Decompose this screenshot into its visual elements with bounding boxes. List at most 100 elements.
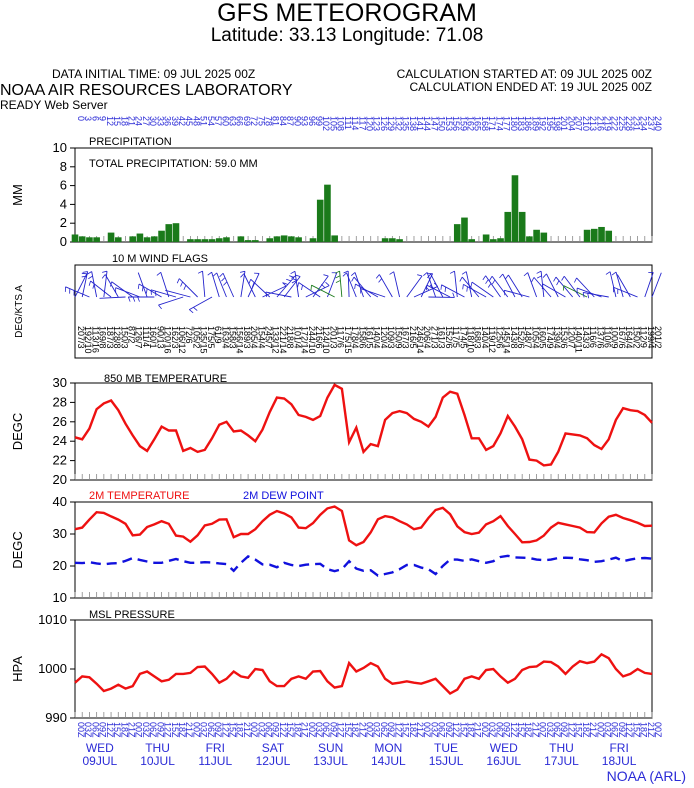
wind-barb-tick (335, 280, 341, 283)
bottom-hour-label: 15Z (343, 722, 353, 738)
date-label: 14JUL (371, 754, 406, 768)
precip-ytick-label: 0 (60, 234, 67, 249)
day-label: SAT (262, 741, 285, 755)
noaa-credit: NOAA (ARL) (606, 768, 686, 784)
wind-label: 158/6 (357, 326, 367, 349)
wind-label: 116/6 (588, 326, 598, 348)
wind-barb-tick (212, 272, 217, 277)
bottom-hour-label: 09Z (271, 722, 281, 738)
wind-label: 110/6 (603, 326, 613, 348)
wind-barb (189, 296, 213, 310)
wind-barb (527, 272, 538, 298)
wind-label: 201/3 (328, 326, 338, 349)
wind-barb-tick (291, 275, 296, 279)
wind-label: 152/6 (444, 326, 454, 349)
wind-label: 143/8 (509, 326, 519, 349)
top-hour-label: 192 (538, 116, 548, 131)
bottom-hour-label: 03Z (372, 722, 382, 738)
wind-barb-tick (561, 276, 565, 281)
wind-label: 156/14 (235, 326, 245, 354)
t2m-ytick-label: 20 (53, 558, 67, 573)
web-server-label: READY Web Server (0, 98, 108, 112)
wind-label: 207/3 (76, 326, 86, 349)
bottom-hour-label: 06Z (264, 722, 274, 738)
wind-barb (413, 286, 438, 298)
date-label: 11JUL (198, 754, 232, 768)
wind-barb (216, 272, 227, 298)
initial-time: DATA INITIAL TIME: 09 JUL 2025 00Z (52, 67, 256, 81)
wind-barb (426, 284, 451, 298)
wind-barb-tick (335, 275, 341, 279)
wind-barb (247, 273, 260, 298)
top-hour-label: 225 (617, 116, 627, 131)
bottom-hour-label: 00Z (422, 722, 432, 738)
wind-barb-tick (286, 278, 292, 282)
precip-bar (252, 240, 259, 242)
t2m-frame (74, 501, 653, 599)
bottom-hour-label: 21Z (530, 722, 540, 738)
precip-ylabel: MM (10, 184, 25, 206)
wind-barb (243, 273, 256, 298)
date-label: 18JUL (602, 754, 637, 768)
wind-label: 160/1 (148, 326, 158, 349)
top-hour-label: 156 (451, 116, 461, 131)
wind-barb-tick (158, 304, 162, 310)
precip-bar (86, 237, 93, 242)
wind-barb-tick (132, 296, 136, 302)
precip-bar (143, 237, 151, 242)
precip-bar (223, 237, 230, 242)
wind-barb (576, 287, 602, 298)
wind-label: 199/4 (646, 326, 656, 349)
wind-barb-tick (541, 283, 544, 290)
wind-label: 133/12 (271, 326, 281, 354)
precip-bar (187, 239, 194, 242)
day-label: TUE (434, 741, 458, 755)
wind-label: 218/8 (285, 326, 295, 349)
top-hour-label: 168 (480, 116, 490, 131)
top-hour-label: 231 (631, 116, 641, 131)
precip-ytick-label: 2 (60, 215, 67, 230)
top-hour-label: 15 (112, 116, 122, 126)
wind-label: 135/15 (199, 326, 209, 354)
wind-label: 128/8 (112, 326, 122, 349)
precip-bar (208, 239, 216, 242)
pres-ytick-label: 990 (45, 710, 67, 725)
top-hour-label: 207 (574, 116, 584, 131)
bottom-hour-label: 18Z (408, 722, 418, 738)
wind-barb-tick (265, 291, 268, 298)
top-hour-label: 159 (458, 116, 468, 131)
top-hour-label: 48 (191, 116, 201, 126)
precip-bar (389, 238, 396, 242)
bottom-hour-label: 21Z (588, 722, 598, 738)
top-hour-label: 69 (242, 116, 252, 126)
top-hour-label: 18 (119, 116, 129, 126)
bottom-hour-label: 18Z (292, 722, 302, 738)
precip-bar (201, 239, 209, 242)
precip-bar (316, 199, 324, 242)
wind-barb-tick (466, 286, 468, 292)
pres-ytick-label: 1000 (38, 661, 67, 676)
bottom-hour-label: 09Z (559, 722, 569, 738)
bottom-hour-label: 09Z (617, 722, 627, 738)
wind-barb-tick (354, 283, 356, 290)
location-subtitle: Latitude: 33.13 Longitude: 71.08 (210, 25, 484, 46)
t850-ytick-label: 22 (53, 453, 67, 468)
top-hour-label: 213 (588, 116, 598, 131)
wind-barb (465, 271, 473, 298)
wind-barb-tick (291, 280, 297, 284)
wind-barb-tick (88, 280, 91, 286)
precip-bar (490, 239, 497, 242)
bottom-hour-label: 00Z (307, 722, 317, 738)
bottom-hour-label: 18Z (581, 722, 591, 738)
top-hour-label: 141 (415, 116, 425, 131)
bottom-hour-label: 06Z (90, 722, 100, 738)
wind-label: 125/6 (494, 326, 504, 349)
wind-label: 216/6 (314, 326, 324, 349)
bottom-hour-label: 06Z (148, 722, 158, 738)
t850-ytick-label: 30 (53, 375, 67, 390)
bottom-hour-label: 06Z (206, 722, 216, 738)
bottom-hour-label: 00Z (249, 722, 259, 738)
bottom-hour-label: 03Z (487, 722, 497, 738)
wind-barb-tick (350, 272, 356, 276)
